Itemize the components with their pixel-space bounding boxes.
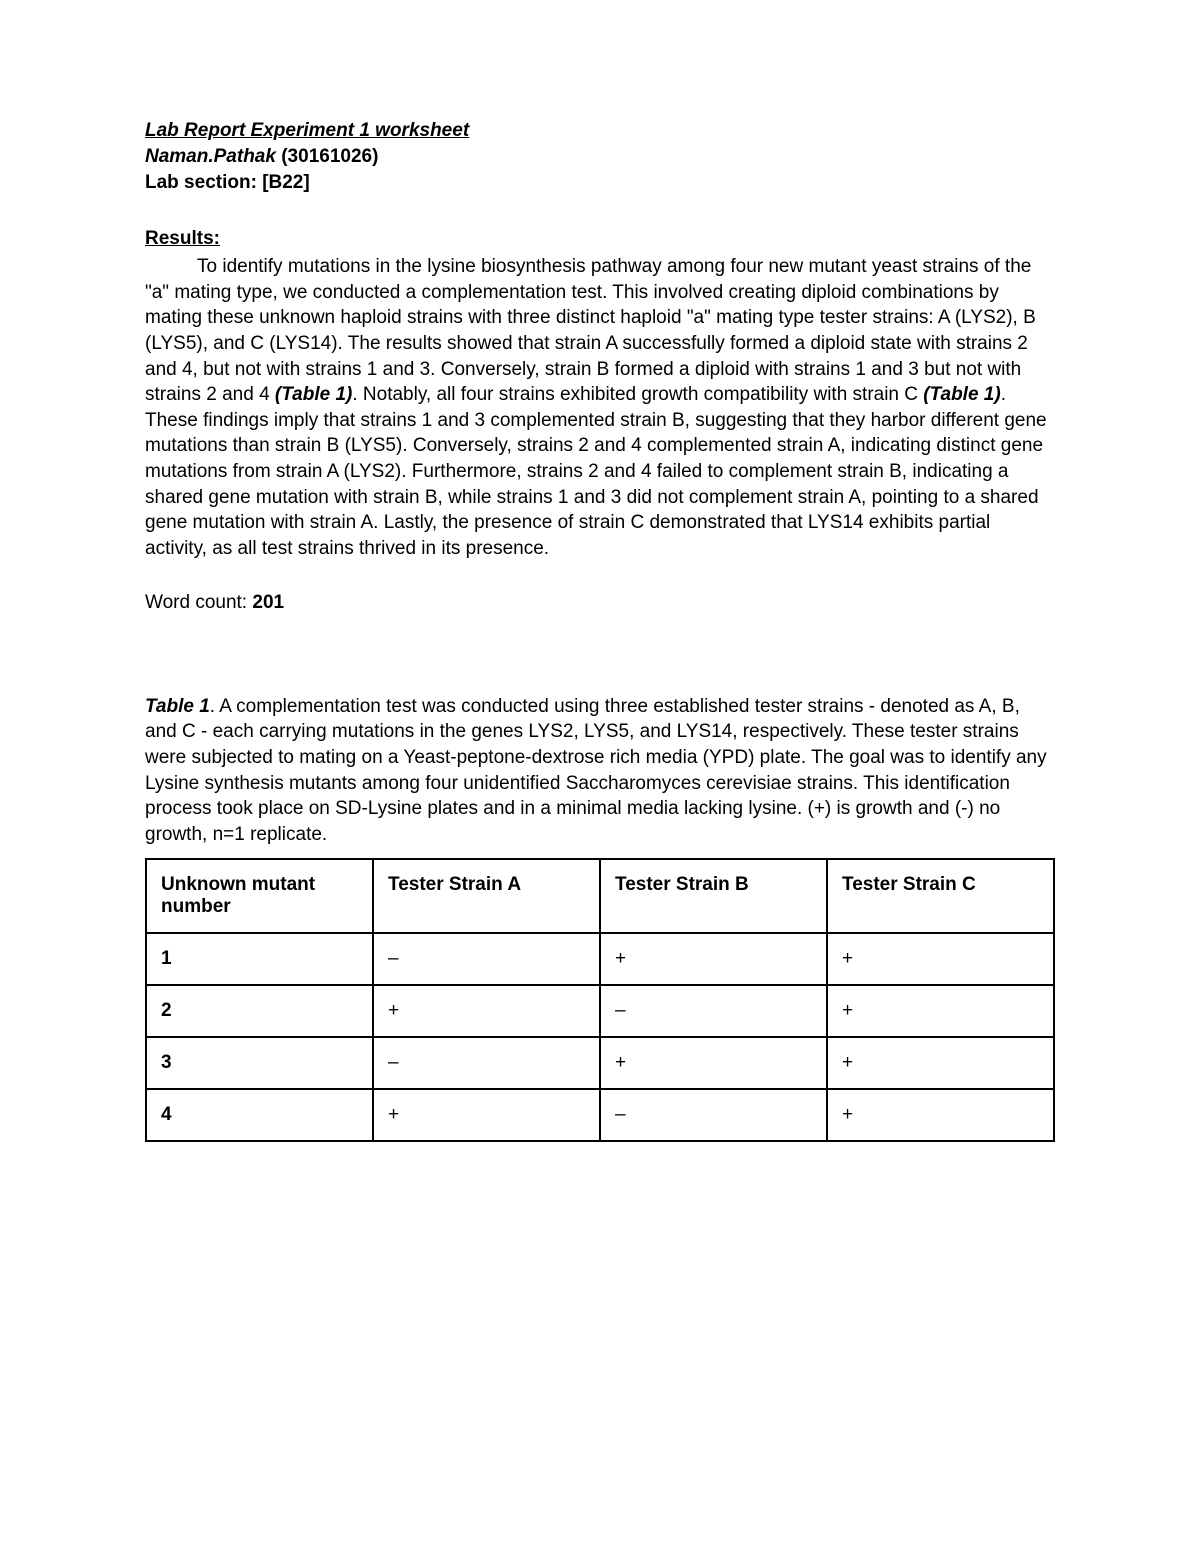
word-count-label: Word count: <box>145 592 252 613</box>
col-header-strain-a: Tester Strain A <box>373 859 600 933</box>
table-row: 3 – + + <box>146 1037 1054 1089</box>
cell-mutant-number: 3 <box>146 1037 373 1089</box>
col-header-strain-b: Tester Strain B <box>600 859 827 933</box>
cell-strain-a: + <box>373 985 600 1037</box>
results-text-pre: To identify mutations in the lysine bios… <box>145 256 1036 405</box>
cell-strain-b: – <box>600 985 827 1037</box>
cell-strain-c: + <box>827 1037 1054 1089</box>
author-name: Naman.Pathak <box>145 146 276 167</box>
col-header-strain-c: Tester Strain C <box>827 859 1054 933</box>
cell-strain-c: + <box>827 1089 1054 1141</box>
col-header-mutant: Unknown mutant number <box>146 859 373 933</box>
word-count-value: 201 <box>252 592 284 613</box>
cell-strain-b: – <box>600 1089 827 1141</box>
table-row: 2 + – + <box>146 985 1054 1037</box>
cell-mutant-number: 1 <box>146 933 373 985</box>
lab-section-value: [B22] <box>262 172 310 193</box>
cell-strain-a: – <box>373 1037 600 1089</box>
table-ref-2: (Table 1) <box>923 384 1000 405</box>
word-count-line: Word count: 201 <box>145 592 1055 614</box>
complementation-table: Unknown mutant number Tester Strain A Te… <box>145 858 1055 1142</box>
lab-section-label: Lab section: <box>145 172 257 193</box>
results-text-mid: . Notably, all four strains exhibited gr… <box>352 384 923 405</box>
results-paragraph: To identify mutations in the lysine bios… <box>145 254 1055 562</box>
table-caption-text: . A complementation test was conducted u… <box>145 696 1047 845</box>
cell-strain-c: + <box>827 985 1054 1037</box>
table-header-row: Unknown mutant number Tester Strain A Te… <box>146 859 1054 933</box>
table-caption-label: Table 1 <box>145 696 210 717</box>
results-heading: Results: <box>145 228 1055 250</box>
table-row: 4 + – + <box>146 1089 1054 1141</box>
results-text-post: . These findings imply that strains 1 an… <box>145 384 1047 559</box>
cell-strain-a: – <box>373 933 600 985</box>
cell-strain-c: + <box>827 933 1054 985</box>
cell-strain-b: + <box>600 1037 827 1089</box>
author-id: (30161026) <box>281 146 378 167</box>
table-row: 1 – + + <box>146 933 1054 985</box>
author-line: Naman.Pathak (30161026) <box>145 146 1055 168</box>
table-ref-1: (Table 1) <box>275 384 352 405</box>
cell-strain-b: + <box>600 933 827 985</box>
cell-strain-a: + <box>373 1089 600 1141</box>
table-caption: Table 1. A complementation test was cond… <box>145 694 1055 848</box>
cell-mutant-number: 2 <box>146 985 373 1037</box>
lab-section-line: Lab section: [B22] <box>145 172 1055 194</box>
document-title: Lab Report Experiment 1 worksheet <box>145 120 1055 142</box>
cell-mutant-number: 4 <box>146 1089 373 1141</box>
